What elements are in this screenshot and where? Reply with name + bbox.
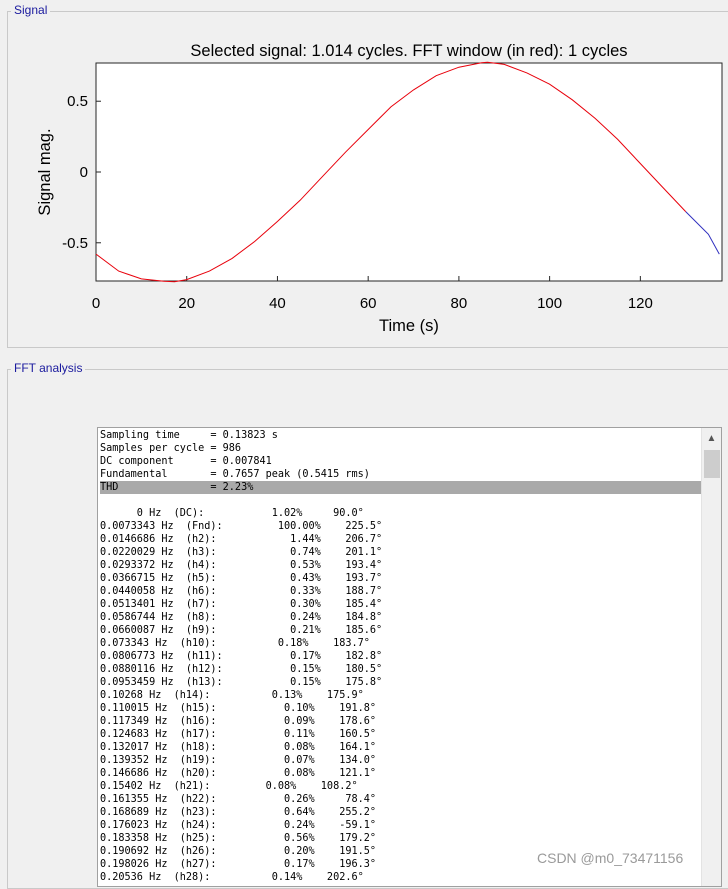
x-tick-label: 40 — [269, 295, 286, 312]
list-item[interactable]: 0.198026 Hz (h27): 0.17% 196.3° — [100, 859, 377, 870]
y-axis-label: Signal mag. — [36, 128, 54, 215]
list-item[interactable]: 0.20536 Hz (h28): 0.14% 202.6° — [100, 872, 364, 883]
signal-line-fft-window — [95, 61, 687, 283]
list-item[interactable]: 0.0880116 Hz (h12): 0.15% 180.5° — [100, 664, 383, 675]
x-tick-label: 120 — [628, 295, 653, 312]
y-tick-label: 0 — [80, 164, 88, 181]
x-tick-label: 60 — [360, 295, 377, 312]
list-item[interactable]: 0.161355 Hz (h22): 0.26% 78.4° — [100, 794, 377, 805]
scroll-up-arrow-icon[interactable]: ▲ — [706, 432, 717, 444]
list-item[interactable]: Fundamental = 0.7657 peak (0.5415 rms) — [100, 469, 370, 480]
list-item[interactable]: 0.10268 Hz (h14): 0.13% 175.9° — [100, 690, 364, 701]
list-item[interactable]: 0.124683 Hz (h17): 0.11% 160.5° — [100, 729, 377, 740]
x-tick-label: 20 — [178, 295, 195, 312]
x-tick-label: 100 — [537, 295, 562, 312]
signal-line-selected — [685, 211, 720, 255]
list-item[interactable]: 0.0146686 Hz (h2): 1.44% 206.7° — [100, 534, 383, 545]
signal-panel — [7, 11, 728, 348]
x-tick-label: 0 — [92, 295, 100, 312]
fft-results-listbox[interactable]: Sampling time = 0.13823 s Samples per cyc… — [97, 427, 722, 887]
list-item[interactable]: 0 Hz (DC): 1.02% 90.0° — [100, 508, 364, 519]
y-tick-label: 0.5 — [67, 93, 88, 110]
x-axis-label: Time (s) — [379, 317, 439, 335]
list-item[interactable]: DC component = 0.007841 — [100, 456, 272, 467]
list-item[interactable]: 0.0806773 Hz (h11): 0.17% 182.8° — [100, 651, 383, 662]
list-item[interactable]: 0.0440058 Hz (h6): 0.33% 188.7° — [100, 586, 383, 597]
list-item[interactable]: 0.0586744 Hz (h8): 0.24% 184.8° — [100, 612, 383, 623]
vertical-scrollbar[interactable]: ▲ — [701, 428, 721, 886]
scroll-thumb[interactable] — [704, 450, 720, 478]
series-layer — [95, 61, 720, 283]
list-item[interactable]: 0.139352 Hz (h19): 0.07% 134.0° — [100, 755, 377, 766]
fft-results-list: Sampling time = 0.13823 s Samples per cyc… — [100, 429, 701, 884]
list-item[interactable]: Samples per cycle = 986 — [100, 443, 242, 454]
y-tick-label: -0.5 — [62, 235, 88, 252]
list-item[interactable]: 0.176023 Hz (h24): 0.24% -59.1° — [100, 820, 377, 831]
x-tick-label: 80 — [451, 295, 468, 312]
list-item[interactable]: 0.117349 Hz (h16): 0.09% 178.6° — [100, 716, 377, 727]
fft-panel-title: FFT analysis — [11, 361, 86, 375]
list-item[interactable]: 0.183358 Hz (h25): 0.56% 179.2° — [100, 833, 377, 844]
list-item[interactable]: 0.0366715 Hz (h5): 0.43% 193.7° — [100, 573, 383, 584]
list-item[interactable]: Sampling time = 0.13823 s — [100, 430, 278, 441]
list-item[interactable]: 0.110015 Hz (h15): 0.10% 191.8° — [100, 703, 377, 714]
list-item[interactable]: 0.0660087 Hz (h9): 0.21% 185.6° — [100, 625, 383, 636]
plot-area — [95, 62, 723, 282]
list-item[interactable] — [100, 494, 701, 507]
list-item[interactable]: 0.132017 Hz (h18): 0.08% 164.1° — [100, 742, 377, 753]
list-item[interactable]: 0.073343 Hz (h10): 0.18% 183.7° — [100, 638, 370, 649]
chart-title: Selected signal: 1.014 cycles. FFT windo… — [190, 42, 627, 60]
list-item[interactable]: 0.0073343 Hz (Fnd): 100.00% 225.5° — [100, 521, 383, 532]
list-item[interactable]: THD = 2.23% — [100, 481, 701, 494]
list-item[interactable]: 0.190692 Hz (h26): 0.20% 191.5° — [100, 846, 377, 857]
list-item[interactable]: 0.146686 Hz (h20): 0.08% 121.1° — [100, 768, 377, 779]
list-item[interactable]: 0.0293372 Hz (h4): 0.53% 193.4° — [100, 560, 383, 571]
list-item[interactable]: 0.15402 Hz (h21): 0.08% 108.2° — [100, 781, 358, 792]
signal-plot: Selected signal: 1.014 cycles. FFT windo… — [36, 42, 723, 335]
axes-layer: 0 20 40 60 80 100 120 0.5 0 -0.5 — [62, 93, 653, 312]
list-item[interactable]: 0.0220029 Hz (h3): 0.74% 201.1° — [100, 547, 383, 558]
list-item[interactable]: 0.0513401 Hz (h7): 0.30% 185.4° — [100, 599, 383, 610]
list-item[interactable]: 0.168689 Hz (h23): 0.64% 255.2° — [100, 807, 377, 818]
watermark: CSDN @m0_73471156 — [537, 850, 684, 866]
signal-panel-title: Signal — [11, 3, 51, 17]
list-item[interactable]: 0.0953459 Hz (h13): 0.15% 175.8° — [100, 677, 383, 688]
